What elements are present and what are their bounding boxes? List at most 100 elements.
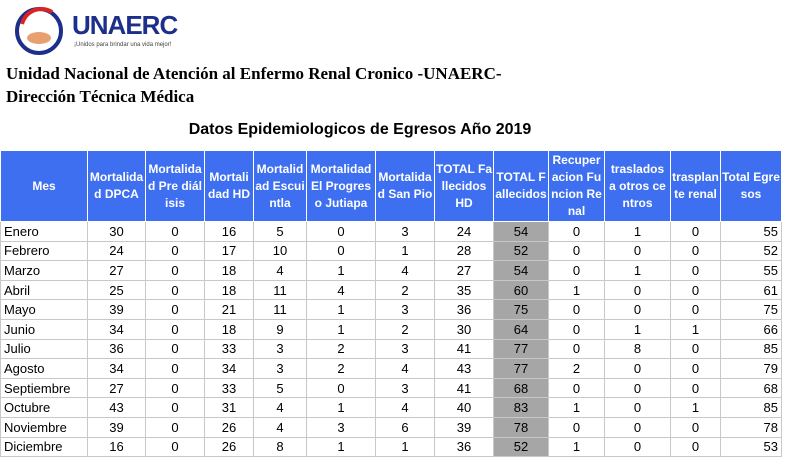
value-cell: 21 — [204, 299, 254, 320]
value-cell: 1 — [375, 240, 435, 262]
table-row: Marzo 27 0 18 4 1 4 27 54 0 1 0 55 — [0, 260, 782, 281]
value-cell: 1 — [375, 436, 435, 458]
value-cell: 1 — [604, 260, 671, 281]
column-header: Total Egresos — [720, 150, 782, 222]
value-cell: 39 — [87, 416, 146, 438]
column-header: trasplante renal — [670, 150, 721, 222]
value-cell: 3 — [253, 338, 307, 360]
value-cell: 1 — [306, 397, 376, 418]
table-row: Noviembre 39 0 26 4 3 6 39 78 0 0 0 78 — [0, 416, 782, 438]
value-cell: 0 — [604, 377, 671, 399]
column-header: TOTAL Fallecidos — [493, 150, 549, 222]
value-cell: 0 — [604, 358, 671, 379]
table-row: Abril 25 0 18 11 4 2 35 60 1 0 0 61 — [0, 279, 782, 301]
value-cell: 1 — [548, 436, 605, 458]
month-cell: Marzo — [0, 260, 88, 281]
value-cell: 3 — [253, 358, 307, 379]
value-cell: 3 — [375, 221, 435, 242]
value-cell: 0 — [604, 240, 671, 262]
table-row: Mayo 39 0 21 11 1 3 36 75 0 0 0 75 — [0, 299, 782, 320]
value-cell: 0 — [145, 397, 205, 418]
value-cell: 30 — [434, 318, 494, 340]
value-cell: 54 — [493, 260, 549, 281]
value-cell: 34 — [204, 358, 254, 379]
month-cell: Julio — [0, 338, 88, 360]
value-cell: 66 — [720, 318, 782, 340]
value-cell: 39 — [87, 299, 146, 320]
value-cell: 75 — [720, 299, 782, 320]
value-cell: 30 — [87, 221, 146, 242]
value-cell: 1 — [548, 397, 605, 418]
value-cell: 43 — [434, 358, 494, 379]
value-cell: 3 — [375, 338, 435, 360]
value-cell: 41 — [434, 377, 494, 399]
value-cell: 34 — [87, 318, 146, 340]
value-cell: 0 — [548, 377, 605, 399]
value-cell: 1 — [670, 397, 721, 418]
value-cell: 1 — [306, 299, 376, 320]
column-header: Recuperacion Funcion Renal — [548, 150, 605, 222]
value-cell: 0 — [604, 397, 671, 418]
value-cell: 0 — [145, 240, 205, 262]
table-row: Septiembre 27 0 33 5 0 3 41 68 0 0 0 68 — [0, 377, 782, 399]
value-cell: 33 — [204, 377, 254, 399]
value-cell: 0 — [145, 338, 205, 360]
value-cell: 2 — [306, 358, 376, 379]
value-cell: 60 — [493, 279, 549, 301]
value-cell: 8 — [604, 338, 671, 360]
value-cell: 85 — [720, 338, 782, 360]
value-cell: 1 — [604, 221, 671, 242]
value-cell: 53 — [720, 436, 782, 458]
value-cell: 18 — [204, 260, 254, 281]
month-cell: Junio — [0, 318, 88, 340]
value-cell: 8 — [253, 436, 307, 458]
value-cell: 0 — [145, 260, 205, 281]
value-cell: 78 — [720, 416, 782, 438]
value-cell: 0 — [548, 221, 605, 242]
value-cell: 1 — [306, 260, 376, 281]
value-cell: 0 — [145, 221, 205, 242]
value-cell: 9 — [253, 318, 307, 340]
value-cell: 0 — [670, 279, 721, 301]
value-cell: 2 — [375, 279, 435, 301]
value-cell: 54 — [493, 221, 549, 242]
value-cell: 24 — [434, 221, 494, 242]
value-cell: 10 — [253, 240, 307, 262]
value-cell: 55 — [720, 221, 782, 242]
value-cell: 52 — [493, 436, 549, 458]
value-cell: 0 — [306, 377, 376, 399]
value-cell: 0 — [604, 436, 671, 458]
value-cell: 16 — [87, 436, 146, 458]
table-row: Julio 36 0 33 3 2 3 41 77 0 8 0 85 — [0, 338, 782, 360]
value-cell: 0 — [145, 299, 205, 320]
value-cell: 1 — [670, 318, 721, 340]
value-cell: 0 — [145, 279, 205, 301]
column-header: traslados a otros centros — [604, 150, 671, 222]
table-row: Octubre 43 0 31 4 1 4 40 83 1 0 1 85 — [0, 397, 782, 418]
value-cell: 0 — [670, 377, 721, 399]
value-cell: 11 — [253, 299, 307, 320]
value-cell: 0 — [145, 318, 205, 340]
value-cell: 0 — [306, 221, 376, 242]
value-cell: 4 — [253, 260, 307, 281]
value-cell: 5 — [253, 221, 307, 242]
value-cell: 68 — [493, 377, 549, 399]
value-cell: 3 — [375, 377, 435, 399]
value-cell: 26 — [204, 416, 254, 438]
month-cell: Octubre — [0, 397, 88, 418]
value-cell: 64 — [493, 318, 549, 340]
value-cell: 4 — [306, 279, 376, 301]
value-cell: 24 — [87, 240, 146, 262]
value-cell: 4 — [253, 416, 307, 438]
value-cell: 2 — [548, 358, 605, 379]
value-cell: 85 — [720, 397, 782, 418]
table-row: Febrero 24 0 17 10 0 1 28 52 0 0 0 52 — [0, 240, 782, 262]
value-cell: 0 — [604, 299, 671, 320]
month-cell: Noviembre — [0, 416, 88, 438]
value-cell: 0 — [548, 338, 605, 360]
value-cell: 1 — [548, 279, 605, 301]
value-cell: 34 — [87, 358, 146, 379]
value-cell: 0 — [670, 358, 721, 379]
value-cell: 0 — [670, 260, 721, 281]
value-cell: 16 — [204, 221, 254, 242]
